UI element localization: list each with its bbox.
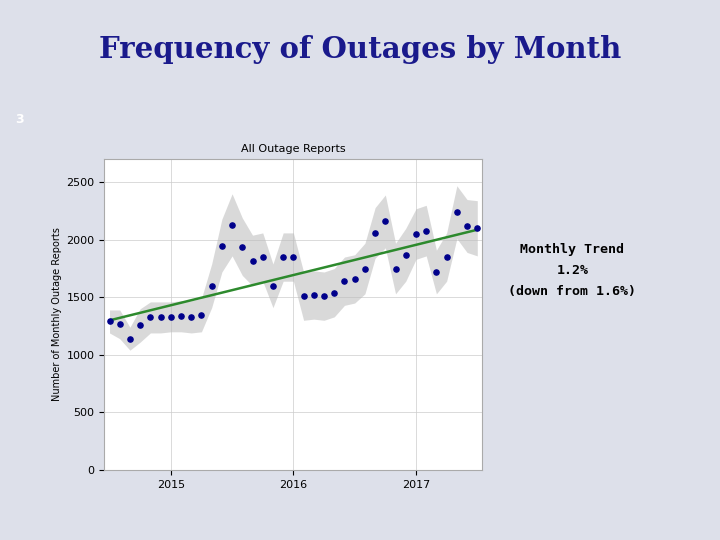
- Point: [104, 317, 115, 326]
- Point: [175, 312, 186, 321]
- Point: [257, 253, 269, 261]
- Point: [431, 268, 442, 276]
- Text: Monthly Trend
1.2%
(down from 1.6%): Monthly Trend 1.2% (down from 1.6%): [508, 242, 636, 298]
- Text: 3: 3: [16, 113, 24, 126]
- Point: [462, 222, 473, 231]
- Point: [308, 291, 320, 299]
- Point: [298, 292, 310, 300]
- Point: [420, 226, 432, 235]
- Point: [247, 256, 258, 265]
- Point: [441, 253, 452, 261]
- Point: [155, 313, 166, 322]
- Point: [267, 281, 279, 290]
- Point: [186, 313, 197, 321]
- Point: [328, 288, 340, 297]
- Point: [114, 320, 125, 329]
- Point: [379, 217, 391, 226]
- Point: [216, 241, 228, 250]
- Title: All Outage Reports: All Outage Reports: [241, 144, 346, 154]
- Point: [165, 313, 176, 321]
- Point: [226, 220, 238, 229]
- Point: [206, 281, 217, 290]
- Y-axis label: Number of Monthly Outage Reports: Number of Monthly Outage Reports: [53, 228, 63, 401]
- Point: [451, 208, 463, 217]
- Point: [338, 277, 350, 286]
- Point: [124, 334, 135, 343]
- Point: [287, 253, 300, 261]
- Point: [390, 264, 401, 273]
- Point: [359, 264, 371, 273]
- Point: [400, 251, 412, 259]
- Point: [369, 228, 381, 237]
- Point: [145, 313, 156, 322]
- Point: [196, 311, 207, 320]
- Point: [277, 253, 289, 261]
- Point: [410, 230, 422, 238]
- Point: [237, 242, 248, 251]
- Text: Frequency of Outages by Month: Frequency of Outages by Month: [99, 35, 621, 64]
- Point: [135, 321, 146, 330]
- Point: [318, 292, 330, 300]
- Point: [472, 224, 483, 233]
- Point: [349, 274, 361, 283]
